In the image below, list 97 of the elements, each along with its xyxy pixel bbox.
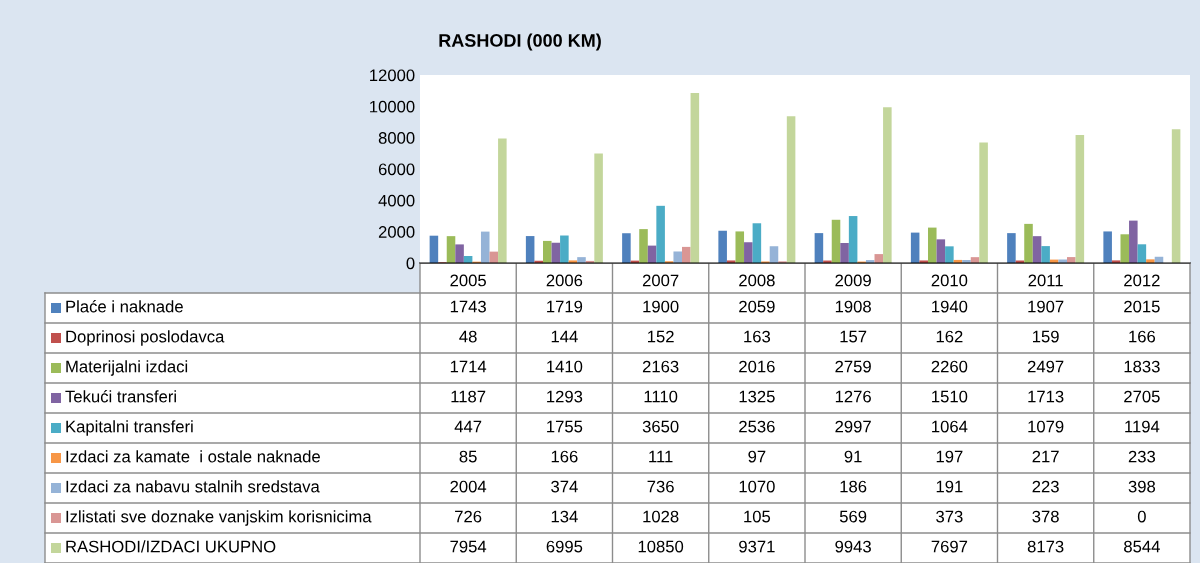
data-label: 166 <box>551 450 578 463</box>
x-tick-label: 2011 <box>1028 274 1063 287</box>
data-label: 2260 <box>931 360 968 373</box>
data-label: 569 <box>839 510 867 523</box>
data-label: 2705 <box>1124 390 1160 403</box>
data-label: 2004 <box>450 480 487 493</box>
data-label: 1714 <box>450 360 487 373</box>
data-label: 9943 <box>835 540 871 553</box>
data-label: 7697 <box>931 540 968 553</box>
data-label: 197 <box>936 450 963 463</box>
data-label: 447 <box>454 420 482 433</box>
legend-label: Kapitalni transferi <box>66 420 193 436</box>
legend-label: Izdaci za nabavu stalnih sredstava <box>66 480 320 493</box>
x-tick-label: 2006 <box>546 274 583 287</box>
data-label: 8544 <box>1124 540 1160 553</box>
legend-label: Materijalni izdaci <box>66 360 188 376</box>
y-tick-label: 10000 <box>370 100 415 113</box>
legend-label: Plaće i naknade <box>66 300 183 313</box>
x-tick-label: 2005 <box>450 274 486 287</box>
y-tick-label: 12000 <box>370 69 415 82</box>
data-label: 1743 <box>450 300 486 313</box>
data-label: 191 <box>936 480 963 493</box>
data-label: 1410 <box>547 360 583 373</box>
data-label: 726 <box>455 510 482 523</box>
x-tick-label: 2008 <box>739 274 775 287</box>
data-label: 1719 <box>547 300 583 313</box>
data-label: 1110 <box>644 390 678 403</box>
data-label: 1908 <box>835 300 871 313</box>
data-label: 144 <box>551 330 578 343</box>
data-label: 7954 <box>450 540 487 553</box>
data-label: 2015 <box>1124 300 1160 313</box>
data-label: 1070 <box>739 480 775 493</box>
data-label: 166 <box>1129 330 1156 343</box>
data-label: 1907 <box>1028 300 1064 313</box>
y-tick-label: 4000 <box>378 194 415 207</box>
y-tick-label: 6000 <box>378 163 415 176</box>
data-label: 233 <box>1128 450 1156 463</box>
data-label: 1028 <box>643 510 679 523</box>
data-label: 1276 <box>835 390 871 403</box>
legend-label: Izlistati sve doznake vanjskim korisnicima <box>66 510 372 526</box>
y-tick-label: 8000 <box>378 132 415 144</box>
data-label: 373 <box>936 510 963 523</box>
data-label: 1713 <box>1028 390 1064 403</box>
data-label: 2997 <box>835 420 871 433</box>
data-label: 1755 <box>547 420 583 433</box>
data-label: 152 <box>647 330 674 343</box>
data-label: 157 <box>840 330 867 343</box>
data-label: 0 <box>1137 510 1146 523</box>
data-label: 2759 <box>835 360 871 373</box>
data-label: 2016 <box>739 360 775 373</box>
data-label: 2536 <box>739 420 775 433</box>
data-label: 374 <box>551 480 578 493</box>
data-label: 1064 <box>932 420 968 433</box>
legend-label: RASHODI/IZDACI UKUPNO <box>66 540 276 553</box>
data-label: 1079 <box>1028 420 1064 433</box>
data-label: 1510 <box>932 390 968 403</box>
chart-title: RASHODI (000 KM) <box>439 33 601 51</box>
legend-label: Tekući transferi <box>65 390 176 403</box>
data-label: 134 <box>551 510 578 523</box>
data-label: 1293 <box>547 390 583 403</box>
data-label: 6995 <box>546 540 583 553</box>
data-label: 398 <box>1128 480 1156 493</box>
data-label: 2059 <box>739 300 775 313</box>
x-tick-label: 2009 <box>835 274 871 287</box>
y-tick-label: 0 <box>406 257 415 270</box>
data-label: 217 <box>1032 450 1059 463</box>
data-label: 1325 <box>739 390 775 403</box>
data-label: 2497 <box>1027 360 1064 373</box>
data-label: 223 <box>1032 480 1059 493</box>
x-tick-label: 2012 <box>1124 274 1160 287</box>
data-label: 91 <box>844 450 862 463</box>
data-label: 1194 <box>1125 420 1160 433</box>
data-label: 1900 <box>643 300 679 313</box>
data-label: 105 <box>744 510 771 523</box>
legend-label: Izdaci za kamate i ostale naknade <box>66 450 320 463</box>
data-label: 163 <box>744 330 771 343</box>
data-label: 97 <box>748 450 766 463</box>
y-tick-label: 2000 <box>378 226 415 238</box>
data-label: 1940 <box>932 300 968 313</box>
x-tick-label: 2010 <box>931 274 968 287</box>
legend-label: Doprinosi poslodavca <box>66 330 225 346</box>
data-label: 159 <box>1032 330 1059 343</box>
data-label: 3650 <box>642 420 679 433</box>
data-label: 10850 <box>638 540 684 553</box>
data-label: 162 <box>936 330 963 343</box>
data-label: 2163 <box>642 360 679 373</box>
data-label: 1833 <box>1124 360 1160 373</box>
data-label: 1187 <box>451 390 486 403</box>
data-label: 85 <box>459 450 477 463</box>
x-tick-label: 2007 <box>642 274 679 287</box>
data-label: 736 <box>647 480 674 493</box>
data-label: 9371 <box>739 540 775 553</box>
data-label: 378 <box>1032 510 1059 523</box>
data-label: 8173 <box>1027 540 1064 553</box>
data-label: 186 <box>840 480 867 493</box>
data-label: 48 <box>459 330 477 343</box>
data-label: 111 <box>649 450 673 463</box>
